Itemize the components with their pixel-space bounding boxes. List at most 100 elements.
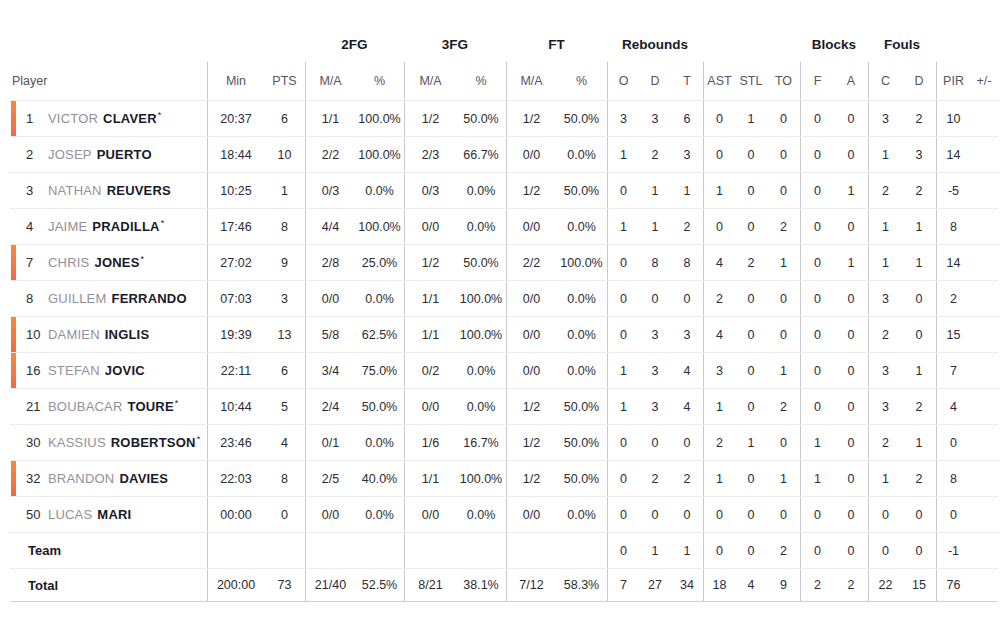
player-last-name: MARI: [97, 507, 131, 522]
stat-cell-fg3-ma: 1/1: [404, 317, 456, 352]
stat-cell-to: 1: [767, 461, 800, 496]
stat-cell-pm: [970, 317, 998, 352]
stat-cell-pir: 4: [936, 389, 970, 424]
stat-cell-fg2-ma: 2/8: [305, 245, 355, 280]
total-row: Total200:007321/4052.5%8/2138.1%7/1258.3…: [10, 568, 998, 602]
stat-cell-pts: 4: [264, 425, 305, 460]
column-header-3fg-pct: %: [456, 62, 506, 100]
player-last-name: PRADILLA: [92, 219, 159, 234]
stat-cell-stl: 0: [735, 173, 767, 208]
stat-cell-reb-t: 1: [671, 173, 703, 208]
stat-cell-foul-c: 22: [868, 569, 902, 601]
player-row: 4JAIMEPRADILLA*17:4684/4100.0%0/00.0%0/0…: [10, 208, 998, 244]
player-row: 1VICTORCLAVER*20:3761/1100.0%1/250.0%1/2…: [10, 100, 998, 136]
stat-cell-ft-pct: 50.0%: [556, 461, 607, 496]
player-cell: 8GUILLEMFERRANDO: [10, 281, 207, 316]
column-header-stl: STL: [735, 62, 767, 100]
stat-cell-blk-f: 0: [800, 137, 834, 172]
stat-cell-reb-d: 27: [639, 569, 671, 601]
stat-cell-fg3-pct: 0.0%: [456, 173, 506, 208]
player-last-name: DAVIES: [119, 471, 168, 486]
stat-cell-pm: [970, 101, 998, 136]
stat-cell-reb-d: 0: [639, 497, 671, 532]
stat-cell-pts: 10: [264, 137, 305, 172]
stat-cell-ft-ma: 0/0: [506, 317, 556, 352]
stat-cell-ast: 0: [703, 101, 735, 136]
stat-cell-stl: 0: [735, 353, 767, 388]
stat-cell-to: 0: [767, 281, 800, 316]
stat-cell-min: 22:11: [207, 353, 264, 388]
stat-cell-blk-a: 0: [834, 497, 868, 532]
stat-cell-to: 0: [767, 497, 800, 532]
stat-cell-pir: 7: [936, 353, 970, 388]
stat-cell-min: 17:46: [207, 209, 264, 244]
stat-cell-fg3-pct: 38.1%: [456, 569, 506, 601]
stat-cell-reb-t: 34: [671, 569, 703, 601]
player-first-name: NATHAN: [48, 183, 102, 198]
stat-cell-foul-c: 3: [868, 389, 902, 424]
stat-cell-pm: [970, 173, 998, 208]
stat-cell-fg3-pct: 0.0%: [456, 497, 506, 532]
stat-cell-pir: 0: [936, 497, 970, 532]
jersey-number: 21: [26, 399, 50, 414]
stat-cell-fg2-pct: 0.0%: [355, 281, 404, 316]
stat-cell-fg2-ma: 5/8: [305, 317, 355, 352]
jersey-number: 16: [26, 363, 50, 378]
player-last-name: JOVIC: [105, 363, 145, 378]
on-court-indicator-bar: [11, 461, 16, 496]
box-score-table: 2FG 3FG FT Rebounds Blocks Fouls Player …: [10, 30, 998, 602]
player-row: 7CHRISJONES*27:0292/825.0%1/250.0%2/2100…: [10, 244, 998, 280]
stat-cell-stl: 0: [735, 497, 767, 532]
stat-cell-blk-f: 0: [800, 317, 834, 352]
stat-cell-fg3-pct: 66.7%: [456, 137, 506, 172]
stat-cell-foul-c: 2: [868, 317, 902, 352]
player-row: 32BRANDONDAVIES22:0382/540.0%1/1100.0%1/…: [10, 460, 998, 496]
stat-cell-pm: [970, 497, 998, 532]
stat-cell-blk-f: 0: [800, 497, 834, 532]
starter-mark: *: [158, 110, 162, 120]
stat-cell-reb-d: 1: [639, 533, 671, 568]
stat-cell-to: 1: [767, 353, 800, 388]
stat-cell-reb-t: 1: [671, 533, 703, 568]
column-header-to: TO: [767, 62, 800, 100]
stat-cell-foul-d: 2: [902, 101, 936, 136]
stat-cell-fg2-pct: 100.0%: [355, 101, 404, 136]
column-header-ft-ma: M/A: [506, 62, 556, 100]
stat-cell-pm: [970, 137, 998, 172]
stat-cell-fg3-ma: 8/21: [404, 569, 456, 601]
player-first-name: BRANDON: [48, 471, 114, 486]
stat-cell-ast: 18: [703, 569, 735, 601]
stat-cell-min: 200:00: [207, 569, 264, 601]
stat-cell-blk-a: 2: [834, 569, 868, 601]
stat-cell-fg2-ma: 3/4: [305, 353, 355, 388]
stat-cell-ft-ma: 2/2: [506, 245, 556, 280]
stat-cell-to: 1: [767, 245, 800, 280]
stat-cell-reb-o: 0: [607, 461, 639, 496]
stat-cell-ft-pct: 0.0%: [556, 281, 607, 316]
stat-cell-pts: 0: [264, 497, 305, 532]
jersey-number: 8: [26, 291, 50, 306]
stat-cell-to: 0: [767, 137, 800, 172]
stat-cell-min: 22:03: [207, 461, 264, 496]
total-row-label-cell: Total: [10, 569, 207, 601]
stat-cell-foul-c: 1: [868, 461, 902, 496]
player-last-name: INGLIS: [105, 327, 150, 342]
stat-cell-fg3-ma: 0/0: [404, 497, 456, 532]
stat-cell-fg2-pct: 52.5%: [355, 569, 404, 601]
stat-cell-stl: 0: [735, 461, 767, 496]
stat-cell-foul-c: 1: [868, 245, 902, 280]
stat-cell-min: 10:44: [207, 389, 264, 424]
player-cell: 16STEFANJOVIC: [10, 353, 207, 388]
stat-cell-pm: [970, 281, 998, 316]
stat-cell-blk-a: 1: [834, 173, 868, 208]
stat-cell-ft-pct: 0.0%: [556, 497, 607, 532]
stat-cell-to: 0: [767, 101, 800, 136]
stat-cell-reb-o: 0: [607, 281, 639, 316]
stat-cell-blk-a: 0: [834, 137, 868, 172]
stat-cell-foul-d: 1: [902, 209, 936, 244]
stat-cell-reb-o: 3: [607, 101, 639, 136]
stat-cell-fg2-pct: 62.5%: [355, 317, 404, 352]
player-row: 21BOUBACARTOURE*10:4452/450.0%0/00.0%1/2…: [10, 388, 998, 424]
column-header-2fg-ma: M/A: [305, 62, 355, 100]
stat-cell-stl: 0: [735, 137, 767, 172]
